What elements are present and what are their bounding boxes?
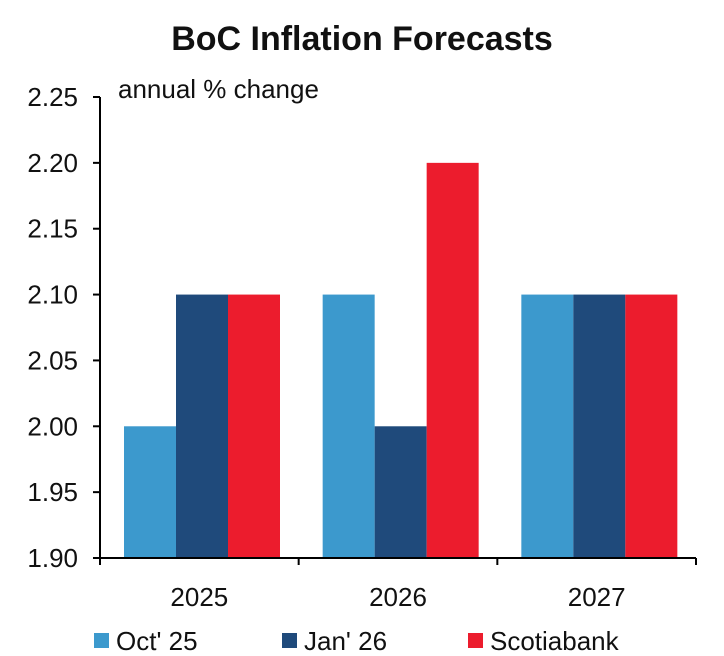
axes	[99, 97, 696, 559]
y-tick-label: 2.05	[27, 345, 78, 375]
chart-title: BoC Inflation Forecasts	[171, 20, 553, 58]
legend-label: Jan' 26	[304, 626, 387, 656]
y-axis: 2.25 2.20 2.15 2.10 2.05 2.00 1.95 1.90	[27, 82, 100, 573]
bar	[176, 294, 228, 558]
legend-label: Scotiabank	[490, 626, 620, 656]
y-unit-label: annual % change	[118, 74, 319, 104]
bar	[374, 426, 427, 558]
bar	[228, 294, 280, 558]
bar	[573, 294, 626, 558]
y-tick-label: 2.15	[27, 214, 78, 244]
x-tick-label: 2027	[568, 582, 626, 612]
y-tick-label: 2.00	[27, 411, 78, 441]
bar	[322, 294, 375, 558]
legend-swatch	[94, 633, 109, 648]
bars	[124, 162, 678, 558]
legend: Oct' 25 Jan' 26 Scotiabank	[94, 626, 620, 656]
legend-label: Oct' 25	[116, 626, 198, 656]
y-tick-label: 1.90	[27, 543, 78, 573]
y-tick-label: 2.20	[27, 148, 78, 178]
bar	[124, 426, 176, 558]
y-tick-label: 2.10	[27, 280, 78, 310]
x-tick-label: 2026	[369, 582, 427, 612]
bar	[426, 162, 479, 558]
y-tick-label: 2.25	[27, 82, 78, 112]
legend-swatch	[282, 633, 297, 648]
legend-swatch	[468, 633, 483, 648]
y-tick-label: 1.95	[27, 477, 78, 507]
bar	[521, 294, 574, 558]
bar	[625, 294, 678, 558]
x-tick-label: 2025	[170, 582, 228, 612]
x-axis: 2025 2026 2027	[99, 558, 697, 612]
